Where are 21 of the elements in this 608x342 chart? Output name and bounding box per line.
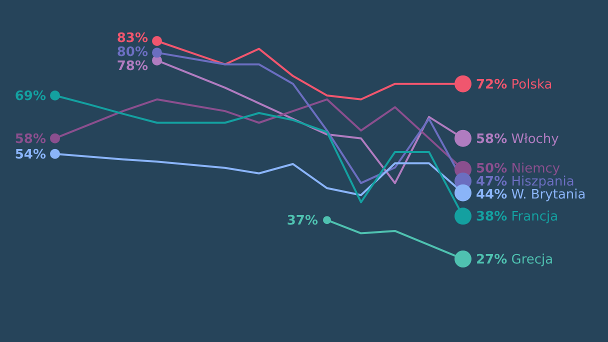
data-label: 78% [116, 58, 148, 74]
data-label: 72% [476, 77, 508, 92]
data-label: 38% [476, 210, 508, 225]
data-label: 83% [116, 30, 148, 46]
text: Włochy [507, 132, 560, 147]
data-label: 47% [476, 174, 508, 190]
data-label: 58% [14, 132, 46, 147]
data-label: 54% [14, 147, 46, 162]
data-label: 37% [286, 214, 318, 229]
data-label: 69% [14, 89, 46, 104]
data-label: 27% [476, 252, 508, 268]
data-label: 80% [116, 44, 148, 60]
text: Francja [507, 210, 558, 225]
text: W. Brytania [507, 188, 586, 203]
data-label: 58% [476, 132, 508, 147]
text: Niemcy [507, 162, 560, 177]
data-label: 44% [476, 188, 508, 203]
text: Polska [507, 77, 552, 92]
text: Grecja [507, 252, 554, 268]
text: Hiszpania [507, 174, 574, 190]
data-label: 50% [476, 162, 508, 177]
